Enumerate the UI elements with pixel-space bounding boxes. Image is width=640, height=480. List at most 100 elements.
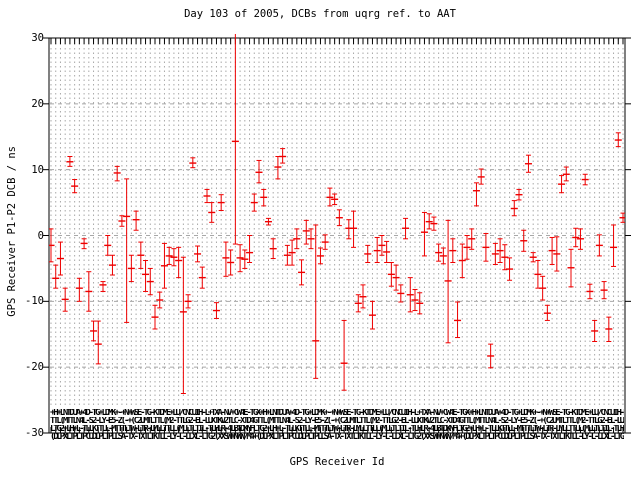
error-bar [85,271,93,312]
grid [50,39,624,407]
error-bar [123,178,131,323]
y-tick-label: 0 [37,229,44,242]
error-bar [368,300,376,330]
error-bar [260,188,268,207]
error-bar [558,175,566,194]
error-bar [496,238,504,263]
error-bar [430,216,438,231]
error-bar [321,234,329,250]
error-bar [146,267,154,296]
error-bar [127,254,135,283]
error-bar [449,238,457,263]
error-bar [227,249,235,276]
error-bar [283,244,291,266]
error-bar [49,228,55,263]
error-bar [392,264,400,291]
error-bar [118,215,126,227]
x-tick-band-row: LTG2+LH+L-TLLKTTLL-MTTTLTW-LTR-LMLLTTLL(… [50,425,624,434]
error-bar [491,242,499,265]
error-bar [184,294,192,309]
error-bar [482,233,490,262]
error-bar [444,219,452,344]
error-bar [354,294,362,313]
error-bar [108,254,116,276]
error-bar [463,235,471,260]
error-bar [217,194,225,211]
error-bar [137,241,145,269]
error-bar [241,249,249,269]
error-bar [600,281,608,300]
error-bar [298,259,306,286]
error-bar [222,241,230,277]
error-bar [586,283,594,300]
error-bar [510,200,518,217]
error-bar [75,277,83,302]
error-bar [326,187,334,207]
error-bar [501,244,509,271]
error-bar [539,275,547,301]
error-bar [61,287,69,312]
error-bar [524,154,532,173]
chart-title: Day 103 of 2005, DCBs from uqrg ref. to … [184,8,456,20]
error-bar [610,224,618,267]
error-bar [595,234,603,257]
y-tick-label: 20 [31,97,44,110]
error-bar [104,235,112,256]
error-bar [506,257,514,281]
error-bar [255,159,263,184]
error-bar [236,244,244,273]
error-bar [165,246,173,265]
y-tick-label: 10 [31,163,44,176]
error-bar [515,188,523,201]
error-bar [312,224,320,379]
error-bar [94,320,102,365]
error-bar [543,304,551,321]
error-bar [468,228,476,250]
error-bar [576,228,584,250]
error-bar [156,291,164,309]
error-bar [175,246,183,279]
error-bar [562,166,570,182]
y-tick-label: -20 [25,361,44,374]
error-bar [288,239,296,266]
error-bar [472,182,480,207]
error-bar [203,188,211,204]
error-bar-series [49,34,625,394]
error-bar [331,193,339,206]
error-bar [581,173,589,186]
error-bar [151,304,159,330]
error-bar [198,266,206,289]
x-tick-band-row: +H+LNTDUA+4D-TG+LDMK+-+N+WSE-TG-KTDME+LU… [50,409,624,418]
error-bar [435,243,443,262]
error-bar [269,238,277,260]
error-bar [591,319,599,342]
error-bar [359,284,367,309]
error-bar [340,319,348,391]
error-bar [99,281,107,292]
error-bar [132,210,140,231]
error-bar [274,156,282,180]
error-bar [605,316,613,342]
error-bar [194,245,202,263]
error-bar [293,228,301,250]
error-bar [142,260,150,292]
error-bar [113,165,121,182]
error-bar [208,202,216,223]
error-bar [80,238,88,250]
error-bar [548,236,556,265]
x-tick-band-row: TTL(MTTLN4L-S2-LY-E5-Z(-+(C2UMTLTTL(M2-T… [50,417,624,426]
error-bar [619,212,625,223]
y-tick-label: 30 [31,32,44,44]
error-bar [416,292,424,315]
error-bar [454,301,462,339]
error-bar [420,211,428,257]
error-bar [90,320,98,342]
error-bar [189,157,197,169]
error-bar [534,260,542,289]
error-bar [335,209,343,227]
error-bar [411,288,419,312]
error-bar [567,248,575,288]
error-bar [350,210,358,248]
error-bar [439,247,447,265]
